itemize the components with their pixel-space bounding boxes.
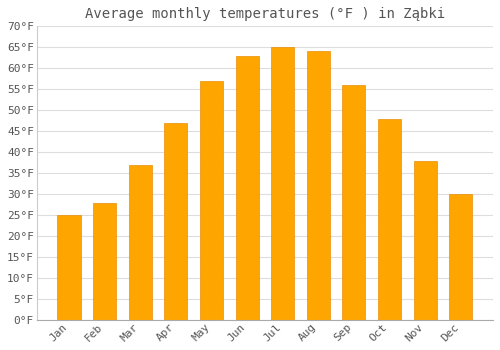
Bar bbox=[449, 194, 472, 320]
Bar bbox=[93, 203, 116, 320]
Bar bbox=[414, 161, 436, 320]
Bar bbox=[378, 119, 401, 320]
Bar bbox=[271, 47, 294, 320]
Bar bbox=[306, 51, 330, 320]
Bar bbox=[128, 165, 152, 320]
Title: Average monthly temperatures (°F ) in Ząbki: Average monthly temperatures (°F ) in Zą… bbox=[85, 7, 445, 21]
Bar bbox=[58, 215, 80, 320]
Bar bbox=[200, 81, 223, 320]
Bar bbox=[236, 56, 258, 320]
Bar bbox=[342, 85, 365, 320]
Bar bbox=[164, 123, 188, 320]
